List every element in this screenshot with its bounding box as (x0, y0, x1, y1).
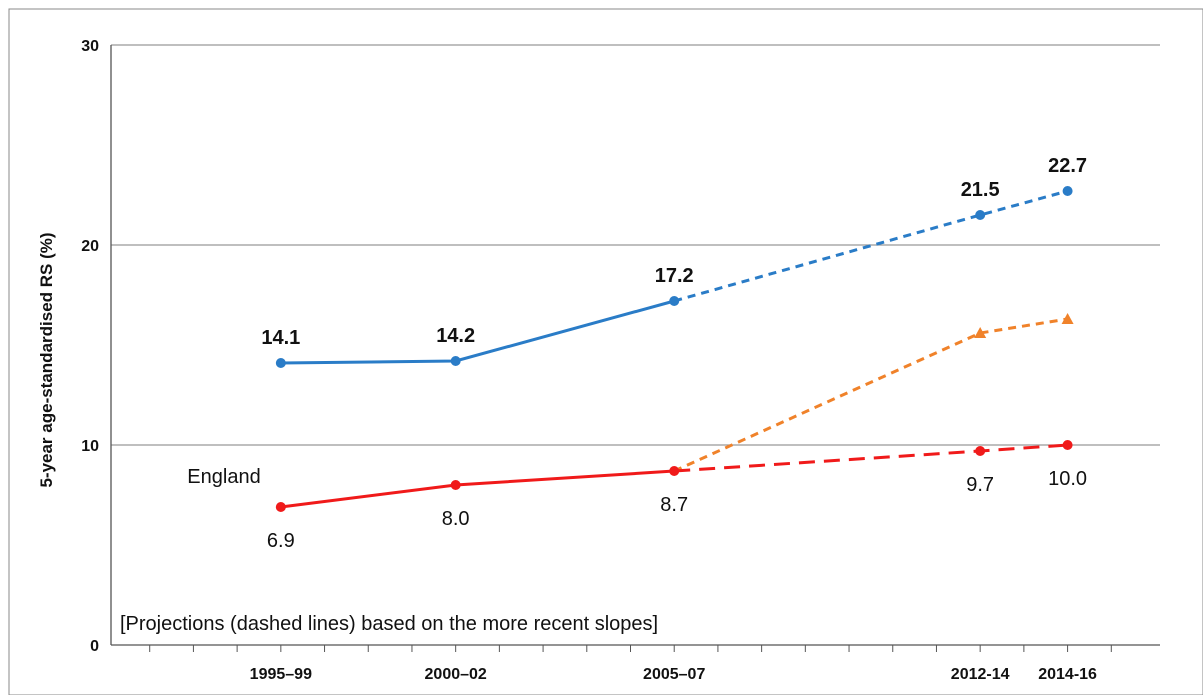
data-point-marker (669, 466, 680, 476)
data-point-marker (275, 502, 286, 512)
series-line-projection (674, 443, 1068, 473)
series-line-projection (673, 189, 1068, 303)
data-label: 14.1 (261, 327, 300, 349)
data-point-marker (974, 327, 987, 338)
x-tick-label: 1995–99 (250, 666, 312, 683)
y-tick-label: 30 (81, 38, 99, 55)
data-label: 8.0 (442, 508, 470, 530)
series-line-solid (280, 299, 675, 365)
data-label: 10.0 (1048, 468, 1087, 490)
axes: 0 10 20 30 1995–99 2000–02 2005–07 2012-14 2014-… (81, 38, 1160, 683)
series-line-projection (673, 317, 1068, 473)
data-point-marker (975, 446, 986, 456)
data-point-marker (1062, 186, 1073, 196)
data-point-marker (1061, 313, 1074, 324)
data-label: 21.5 (961, 179, 1000, 201)
data-label: 6.9 (267, 530, 295, 552)
x-tick-label: 2012-14 (951, 666, 1010, 683)
data-label: 8.7 (660, 494, 688, 516)
y-tick-label: 20 (81, 238, 99, 255)
projection-note: [Projections (dashed lines) based on the… (120, 613, 658, 635)
x-tick-label: 2005–07 (643, 666, 705, 683)
data-label: 14.2 (436, 325, 475, 347)
series-name-england: England (187, 466, 260, 488)
y-axis-label: 5-year age-standardised RS (%) (37, 232, 56, 487)
series-markers (275, 186, 1074, 512)
data-point-marker (1062, 440, 1073, 450)
data-point-marker (975, 210, 986, 220)
series-lines (280, 189, 1068, 509)
data-label: 9.7 (966, 474, 994, 496)
x-tick-label: 2014-16 (1038, 666, 1097, 683)
x-tick-label: 2000–02 (425, 666, 487, 683)
data-point-marker (275, 358, 286, 368)
chart-border (8, 8, 1203, 696)
data-point-marker (450, 480, 461, 490)
data-point-marker (669, 296, 680, 306)
data-labels: 14.1 14.2 17.2 21.5 22.7 6.9 8.0 8.7 9.7 10.0 (261, 155, 1087, 552)
data-label: 22.7 (1048, 155, 1087, 177)
y-tick-label: 10 (81, 438, 99, 455)
data-label: 17.2 (655, 265, 694, 287)
series-line-solid (280, 469, 675, 509)
y-tick-label: 0 (90, 638, 99, 655)
grid-lines (111, 44, 1160, 446)
data-point-marker (450, 356, 461, 366)
